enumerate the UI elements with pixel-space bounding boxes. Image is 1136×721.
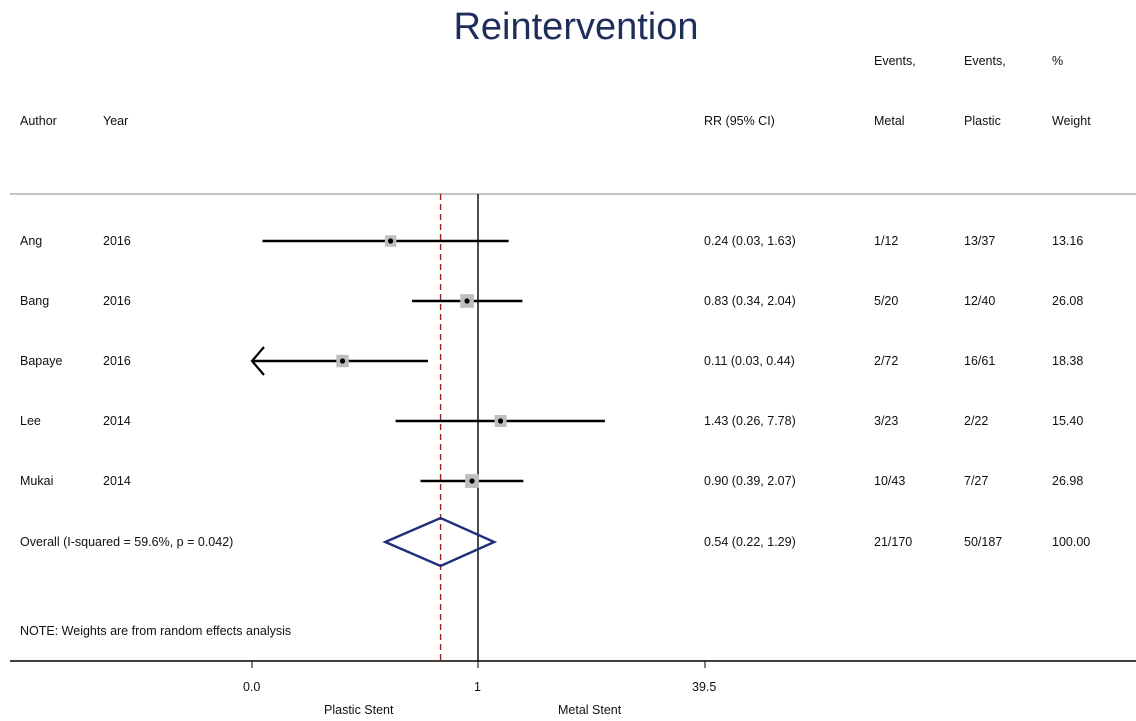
header-weight-line2: Weight <box>1052 114 1091 128</box>
study-rr-ci: 0.24 (0.03, 1.63) <box>704 234 796 248</box>
overall-label: Overall (I-squared = 59.6%, p = 0.042) <box>20 535 234 549</box>
study-weight: 18.38 <box>1052 354 1084 368</box>
study-events-plastic: 2/22 <box>964 414 989 428</box>
x-tick-label: 1 <box>474 680 481 694</box>
study-events-plastic: 7/27 <box>964 474 989 488</box>
study-author: Bapaye <box>20 354 63 368</box>
header-events-metal-line1: Events, <box>874 54 916 68</box>
overall-rr-ci: 0.54 (0.22, 1.29) <box>704 535 796 549</box>
ci-truncation-arrow <box>250 346 265 376</box>
study-events-metal: 3/23 <box>874 414 899 428</box>
study-author: Mukai <box>20 474 54 488</box>
study-events-metal: 1/12 <box>874 234 899 248</box>
overall-diamond <box>382 516 498 568</box>
favors-left-label: Plastic Stent <box>324 703 394 717</box>
study-author: Lee <box>20 414 41 428</box>
header-events-metal-line2: Metal <box>874 114 905 128</box>
header-events-plastic-line1: Events, <box>964 54 1006 68</box>
study-events-plastic: 13/37 <box>964 234 996 248</box>
study-year: 2016 <box>103 294 131 308</box>
header-events-plastic-line2: Plastic <box>964 114 1001 128</box>
overall-events-plastic: 50/187 <box>964 535 1003 549</box>
x-tick-label: 39.5 <box>692 680 717 694</box>
study-events-metal: 2/72 <box>874 354 899 368</box>
point-estimate <box>469 478 475 484</box>
study-year: 2016 <box>103 234 131 248</box>
study-weight: 13.16 <box>1052 234 1084 248</box>
footnote: NOTE: Weights are from random effects an… <box>20 624 292 638</box>
point-estimate <box>497 418 504 424</box>
chart-title: Reintervention <box>453 6 699 48</box>
study-weight: 26.08 <box>1052 294 1084 308</box>
study-author: Bang <box>20 294 50 308</box>
study-rr-ci: 0.90 (0.39, 2.07) <box>704 474 796 488</box>
study-weight: 15.40 <box>1052 414 1084 428</box>
overall-events-metal: 21/170 <box>874 535 913 549</box>
favors-right-label: Metal Stent <box>558 703 622 717</box>
study-author: Ang <box>20 234 43 248</box>
study-events-metal: 5/20 <box>874 294 899 308</box>
header-weight-line1: % <box>1052 54 1064 68</box>
study-rr-ci: 0.83 (0.34, 2.04) <box>704 294 796 308</box>
header-author: Author <box>20 114 57 128</box>
point-estimate <box>339 358 346 364</box>
header-year: Year <box>103 114 129 128</box>
study-year: 2014 <box>103 414 131 428</box>
study-weight: 26.98 <box>1052 474 1084 488</box>
study-rr-ci: 1.43 (0.26, 7.78) <box>704 414 796 428</box>
study-rr-ci: 0.11 (0.03, 0.44) <box>704 354 795 368</box>
study-events-plastic: 12/40 <box>964 294 996 308</box>
point-estimate <box>464 298 470 304</box>
study-year: 2014 <box>103 474 131 488</box>
header-rr-ci: RR (95% CI) <box>704 114 775 128</box>
study-events-plastic: 16/61 <box>964 354 996 368</box>
overall-weight: 100.00 <box>1052 535 1091 549</box>
x-tick-label: 0.0 <box>243 680 261 694</box>
study-events-metal: 10/43 <box>874 474 906 488</box>
point-estimate <box>388 238 394 244</box>
study-year: 2016 <box>103 354 131 368</box>
